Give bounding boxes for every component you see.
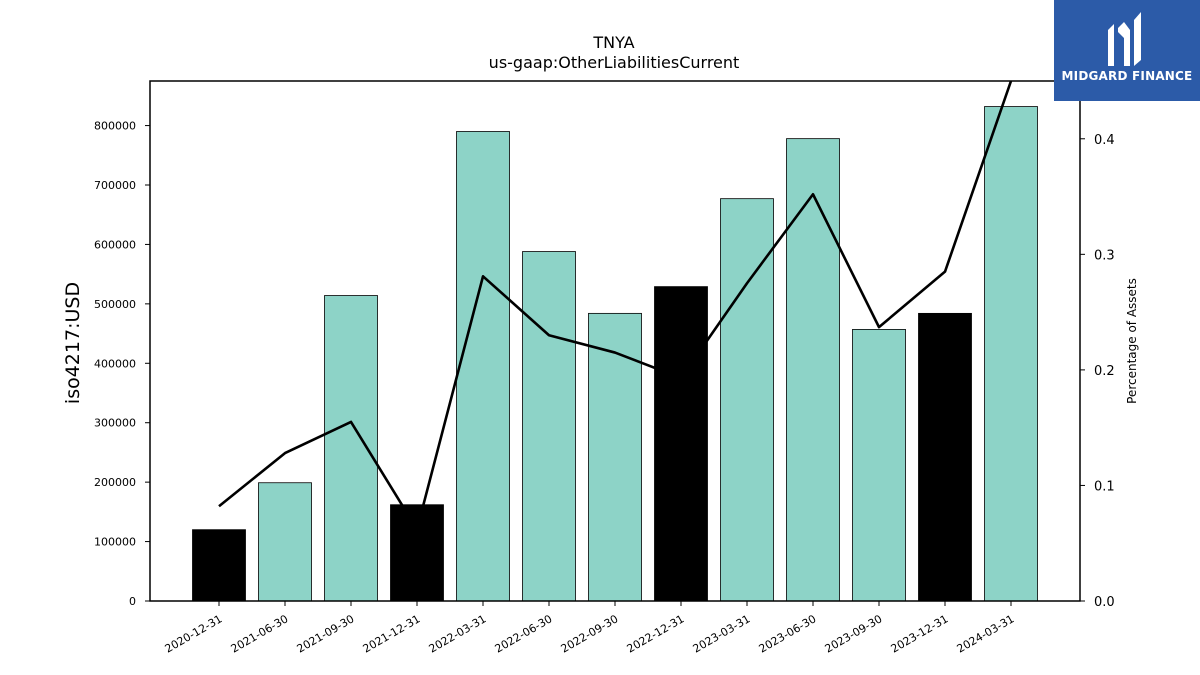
x-tick-label: 2021-12-31 [361,612,423,655]
y-right-tick-label: 0.3 [1094,248,1115,263]
bar-2023-06-30 [786,138,840,602]
y-tick-label: 200000 [94,476,136,489]
bar-2022-06-30 [522,251,576,602]
y-tick-label: 700000 [94,179,136,192]
x-tick-label: 2024-03-31 [955,612,1017,655]
y-right-tick-label: 0.0 [1094,595,1115,610]
y-tick-label: 600000 [94,238,136,251]
y-axis-right-ticks: 0.0 0.1 0.2 0.3 0.4 [1080,133,1115,610]
y-right-tick-label: 0.2 [1094,364,1115,379]
midgard-logo: MIDGARD FINANCE [1054,0,1200,101]
x-tick-label: 2023-03-31 [691,612,753,655]
y-axis-right-label: Percentage of Assets [1125,278,1139,404]
bar-2023-12-31 [918,312,972,602]
plot-frame [149,80,1081,602]
midgard-logo-icon [1108,12,1141,66]
percentage-line [218,80,1013,531]
bar-2022-12-31 [654,286,708,602]
bar-2022-09-30 [588,312,642,602]
bar-2021-12-31 [390,504,444,602]
bar-2021-09-30 [324,295,378,602]
y-tick-label: 300000 [94,417,136,430]
x-tick-label: 2022-09-30 [559,612,621,655]
chart-subtitle: us-gaap:OtherLiabilitiesCurrent [489,53,740,72]
y-right-tick-label: 0.4 [1094,133,1115,148]
y-axis-label: iso4217:USD [62,282,84,404]
x-tick-label: 2023-06-30 [757,612,819,655]
x-tick-label: 2022-06-30 [493,612,555,655]
x-tick-label: 2022-03-31 [427,612,489,655]
y-axis-ticks: 0 100000 200000 300000 400000 500000 600000 700… [94,120,150,608]
y-tick-label: 0 [129,595,136,608]
x-axis-ticks: 2020-12-31 2021-06-30 2021-09-30 2021-12-31… [163,601,1017,656]
y-tick-label: 100000 [94,536,136,549]
bar-2024-03-31 [984,106,1038,602]
x-tick-label: 2021-06-30 [229,612,291,655]
x-tick-label: 2021-09-30 [295,612,357,655]
bar-2020-12-31 [192,529,246,602]
y-tick-label: 800000 [94,120,136,133]
y-tick-label: 400000 [94,357,136,370]
chart-title: TNYA [592,33,634,52]
x-tick-label: 2020-12-31 [163,612,225,655]
bar-2023-09-30 [852,329,906,602]
bar-2022-03-31 [456,131,510,602]
x-tick-label: 2023-12-31 [889,612,951,655]
x-tick-label: 2023-09-30 [823,612,885,655]
bar-2021-06-30 [258,482,312,602]
y-tick-label: 500000 [94,298,136,311]
y-right-tick-label: 0.1 [1094,479,1115,494]
logo-text: MIDGARD FINANCE [1061,69,1193,83]
x-tick-label: 2022-12-31 [625,612,687,655]
